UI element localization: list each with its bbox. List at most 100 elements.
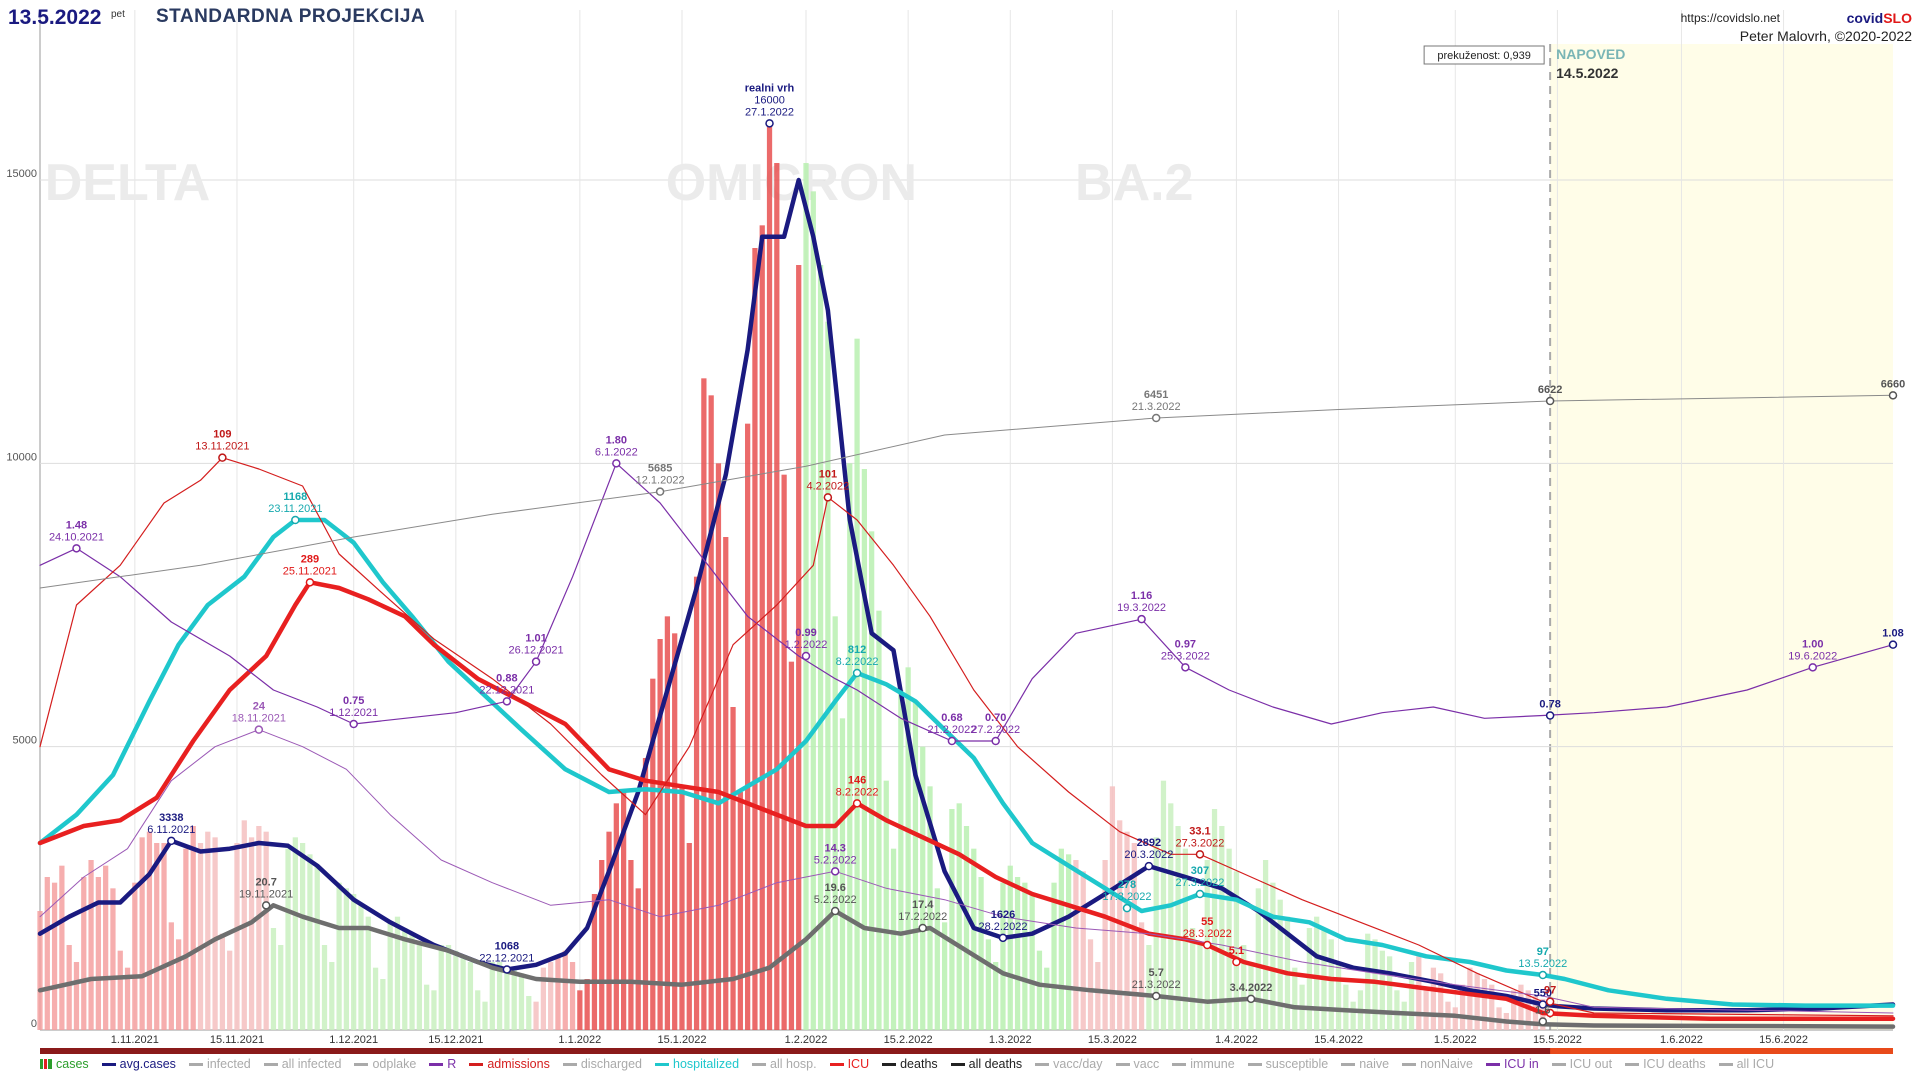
legend-item[interactable]: avg.cases xyxy=(101,1057,176,1071)
legend-swatch xyxy=(1115,1062,1130,1066)
annotation-label: 1168 xyxy=(283,491,307,503)
legend-label: avg.cases xyxy=(119,1057,176,1071)
bar-cases xyxy=(898,690,904,1030)
legend-item[interactable]: ICU deaths xyxy=(1625,1057,1706,1071)
legend-item[interactable]: admissions xyxy=(469,1057,550,1071)
bar-cases xyxy=(1131,843,1137,1030)
annotation-label: 19.6 xyxy=(824,882,845,894)
annotation-label: 0.70 xyxy=(985,712,1006,724)
annotation-label: 13.11.2021 xyxy=(195,441,249,453)
bar-cases xyxy=(1511,990,1517,1030)
annotation-label: 8.2.2022 xyxy=(836,786,879,798)
legend-swatch xyxy=(1341,1062,1356,1066)
annotation-label: 19.3.2022 xyxy=(1117,602,1166,614)
bar-cases xyxy=(766,123,773,1031)
legend-label: odplake xyxy=(372,1057,417,1071)
legend-item[interactable]: nonNaive xyxy=(1402,1057,1473,1071)
bar-cases xyxy=(1190,928,1196,1030)
legend-swatch xyxy=(1172,1062,1187,1066)
bar-cases xyxy=(745,423,751,1031)
legend-label: deaths xyxy=(900,1057,938,1071)
legend-item[interactable]: cases xyxy=(40,1057,89,1071)
legend-item[interactable]: all infected xyxy=(263,1057,341,1071)
legend-item[interactable]: naive xyxy=(1341,1057,1389,1071)
annotation-label: 0.78 xyxy=(1539,699,1560,711)
wave-label: DELTA xyxy=(45,154,211,212)
annotation-marker xyxy=(1888,640,1898,649)
bar-cases xyxy=(847,463,853,1030)
annotation-label: 8.2.2022 xyxy=(836,656,879,668)
legend-item[interactable]: vacc/day xyxy=(1035,1057,1103,1071)
legend-label: nonNaive xyxy=(1420,1057,1473,1071)
annotation-marker xyxy=(612,459,621,468)
legend-swatch xyxy=(950,1062,965,1066)
annotation-label: 3338 xyxy=(159,812,183,824)
legend-item[interactable]: ICU out xyxy=(1551,1057,1612,1071)
bar-cases xyxy=(628,860,634,1030)
bar-cases xyxy=(1124,831,1130,1030)
legend-item[interactable]: vacc xyxy=(1115,1057,1159,1071)
annotation-label: 6660 xyxy=(1881,378,1905,390)
bar-cases xyxy=(51,882,58,1030)
annotation-marker xyxy=(918,923,927,933)
bar-cases xyxy=(1138,922,1145,1030)
annotation-label: 0.97 xyxy=(1175,638,1196,650)
annotation-label: 6451 xyxy=(1144,389,1168,401)
annotation-marker xyxy=(801,651,811,661)
bar-cases xyxy=(1350,1001,1356,1030)
bar-cases xyxy=(577,990,583,1030)
legend-item[interactable]: infected xyxy=(188,1057,251,1071)
bar-cases xyxy=(511,967,517,1030)
annotation-label: 550 xyxy=(1534,988,1552,1000)
bar-cases xyxy=(37,911,43,1030)
annotation-label: 5.7 xyxy=(1149,967,1164,979)
legend-item[interactable]: all ICU xyxy=(1718,1057,1774,1071)
legend-item[interactable]: odplake xyxy=(354,1057,416,1071)
bar-cases xyxy=(336,882,342,1030)
bar-cases xyxy=(234,843,240,1030)
bar-cases xyxy=(985,939,992,1030)
legend-item[interactable]: hospitalized xyxy=(655,1057,739,1071)
legend-item[interactable]: susceptible xyxy=(1247,1057,1328,1071)
annotation-label: 22.12.2021 xyxy=(479,684,534,696)
bar-cases xyxy=(292,837,298,1030)
legend-swatch xyxy=(829,1062,844,1066)
annotation-label: 1.2.2022 xyxy=(785,639,828,651)
series-vacc xyxy=(39,394,1894,589)
annotation-label: 1.80 xyxy=(606,434,627,446)
bar-cases xyxy=(1481,979,1488,1030)
legend-item[interactable]: all hosp. xyxy=(752,1057,817,1071)
annotation-marker xyxy=(991,736,1000,746)
legend-swatch xyxy=(469,1062,484,1066)
annotation-label: 146 xyxy=(848,774,866,786)
annotation-label: 289 xyxy=(301,553,319,565)
legend-item[interactable]: deaths xyxy=(882,1057,938,1071)
annotation-label: 27.1.2022 xyxy=(745,106,794,118)
legend-item[interactable]: ICU in xyxy=(1485,1057,1539,1071)
legend-swatch xyxy=(1402,1062,1417,1066)
bar-cases xyxy=(117,950,123,1030)
legend-item[interactable]: R xyxy=(429,1057,456,1071)
overestimate-box xyxy=(1423,45,1545,65)
legend-item[interactable]: all deaths xyxy=(950,1057,1022,1071)
bar-cases xyxy=(1379,950,1385,1030)
annotation-label: 17.3.2022 xyxy=(1103,891,1152,903)
bar-cases xyxy=(103,865,109,1030)
legend-item[interactable]: ICU xyxy=(829,1057,869,1071)
annotation-label: 1.00 xyxy=(1802,638,1823,650)
legend-swatch xyxy=(40,1059,52,1069)
legend-item[interactable]: immune xyxy=(1172,1057,1235,1071)
annotation-label: 812 xyxy=(848,644,866,656)
annotation-label: 109 xyxy=(213,429,231,441)
bar-cases xyxy=(788,661,795,1030)
annotation-label: 5685 xyxy=(648,463,672,475)
annotation-label: 18.11.2021 xyxy=(232,713,286,725)
annotation-label: 19.11.2021 xyxy=(239,888,293,900)
site-url[interactable]: https://covidslo.net xyxy=(1680,11,1780,25)
annotation-marker xyxy=(1195,889,1205,899)
bar-cases xyxy=(650,678,656,1030)
bar-cases xyxy=(387,922,393,1030)
x-tick-label: 1.6.2022 xyxy=(1660,1034,1703,1046)
bar-cases xyxy=(730,707,736,1030)
legend-item[interactable]: discharged xyxy=(562,1057,642,1071)
